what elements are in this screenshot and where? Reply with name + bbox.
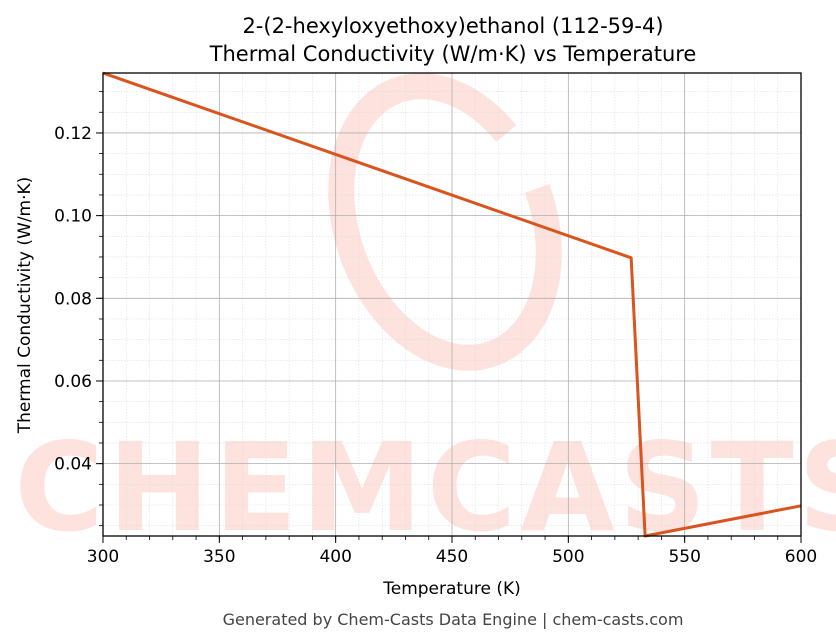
x-tick-label: 350 <box>203 547 235 567</box>
x-tick-label: 300 <box>87 547 119 567</box>
x-tick-label: 400 <box>319 547 351 567</box>
series-line <box>102 71 802 538</box>
x-tick-label: 500 <box>552 547 584 567</box>
watermark-ring <box>328 73 562 371</box>
x-axis-label: Temperature (K) <box>382 579 521 599</box>
y-tick-label: 0.10 <box>54 207 92 227</box>
footer-credit: Generated by Chem-Casts Data Engine | ch… <box>223 610 684 629</box>
y-tick-label: 0.12 <box>54 124 92 144</box>
x-tick-label: 600 <box>785 547 817 567</box>
watermark: CHEMCASTS <box>14 73 836 559</box>
y-tick-label: 0.06 <box>54 372 92 392</box>
x-tick-label: 450 <box>436 547 468 567</box>
y-tick-label: 0.04 <box>54 455 92 475</box>
x-axis: 300 350 400 450 500 550 600 <box>87 536 817 567</box>
watermark-text: CHEMCASTS <box>14 417 836 559</box>
y-axis-label: Thermal Conductivity (W/m·K) <box>15 177 35 435</box>
y-axis: 0.04 0.06 0.08 0.10 0.12 <box>54 91 103 527</box>
series-layer <box>102 71 802 538</box>
y-tick-label: 0.08 <box>54 289 92 309</box>
chart-subtitle: Thermal Conductivity (W/m·K) vs Temperat… <box>209 42 697 66</box>
x-tick-label: 550 <box>668 547 700 567</box>
chart-title: 2-(2-hexyloxyethoxy)ethanol (112-59-4) <box>242 14 663 38</box>
